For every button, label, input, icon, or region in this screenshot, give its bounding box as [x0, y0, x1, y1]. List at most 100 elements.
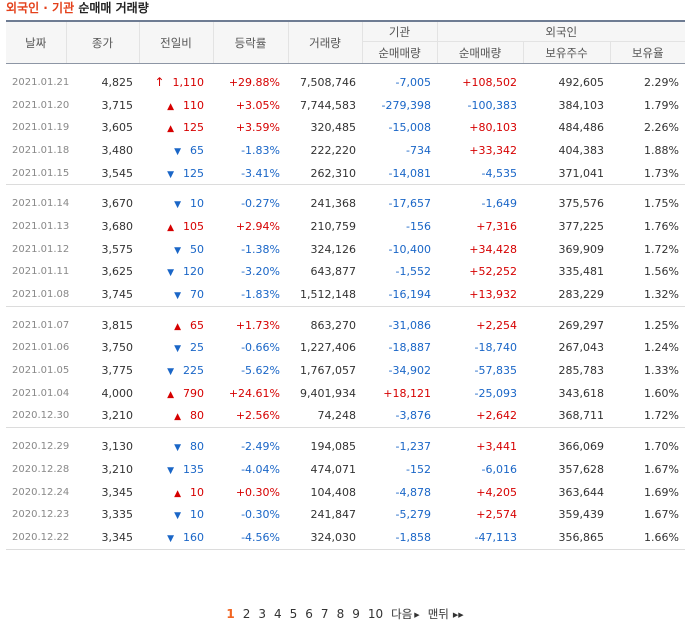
cell-foreign-net: +2,254 — [437, 314, 523, 337]
cell-foreign-net: -100,383 — [437, 94, 523, 117]
table-row: 2021.01.12 3,575 ▼ 50 -1.38% 324,126 -10,400 +3… — [6, 238, 685, 261]
cell-change: ▼ 25 — [139, 337, 213, 360]
cell-date-value: 2021.01.04 — [12, 387, 70, 399]
cell-foreign-hold: 377,225 — [523, 215, 610, 238]
cell-close: 3,335 — [66, 503, 139, 526]
cell-date: 2021.01.21 — [6, 71, 69, 94]
page-link-9[interactable]: 9 — [352, 607, 360, 621]
cell-foreign-ratio: 1.32% — [610, 283, 685, 307]
cell-date-value: 2021.01.18 — [12, 144, 70, 156]
cell-rate: +2.94% — [213, 215, 288, 238]
cell-change-value: 65 — [190, 318, 204, 332]
cell-foreign-net: +13,932 — [437, 283, 523, 307]
table-row: 2021.01.05 3,775 ▼ 225 -5.62% 1,767,057 -34,90… — [6, 359, 685, 382]
cell-foreign-ratio-value: 1.56% — [644, 265, 679, 279]
cell-foreign-ratio: 1.33% — [610, 359, 685, 382]
cell-volume: 222,220 — [288, 139, 362, 162]
cell-foreign-net: +34,428 — [437, 238, 523, 261]
cell-date-value: 2021.01.14 — [12, 198, 70, 210]
cell-change: ▼ 10 — [139, 503, 213, 526]
cell-foreign-net-value: +7,316 — [476, 219, 517, 233]
down-triangle-icon: ▼ — [174, 443, 181, 454]
cell-foreign-net-value: -25,093 — [474, 386, 517, 400]
cell-change: ▲ 65 — [139, 314, 213, 337]
cell-date: 2021.01.12 — [6, 238, 70, 261]
cell-inst-net-value: -156 — [406, 219, 431, 233]
last-page-link[interactable]: 맨뒤 ▶▶ — [428, 606, 464, 622]
cell-close-value: 3,605 — [101, 121, 134, 135]
page-link-4[interactable]: 4 — [274, 607, 282, 621]
cell-close-value: 3,335 — [101, 508, 134, 522]
cell-foreign-net: +7,316 — [437, 215, 523, 238]
cell-foreign-net-value: +33,342 — [469, 143, 517, 157]
cell-foreign-net-value: +34,428 — [469, 242, 517, 256]
next-page-link[interactable]: 다음 ▶ — [391, 606, 420, 622]
cell-inst-net: -1,237 — [362, 435, 437, 458]
cell-close-value: 3,210 — [101, 409, 134, 423]
cell-volume: 324,030 — [288, 526, 362, 550]
panel-title: 외국인 · 기관 순매매 거래량 — [6, 0, 149, 18]
cell-rate: -0.27% — [213, 192, 288, 215]
cell-rate: -4.04% — [213, 458, 288, 481]
col-header-change: 전일비 — [138, 21, 213, 64]
cell-foreign-net-value: -6,016 — [481, 462, 517, 476]
cell-rate: -3.41% — [213, 161, 288, 186]
cell-foreign-ratio-value: 1.72% — [644, 409, 679, 423]
cell-volume: 210,759 — [288, 215, 362, 238]
table-row: 2021.01.21 4,825 ↑ 1,110 +29.88% 7,508,746 -7,… — [6, 71, 685, 94]
down-triangle-icon: ▼ — [167, 533, 174, 544]
page-link-10[interactable]: 10 — [367, 607, 384, 621]
cell-date-value: 2021.01.12 — [12, 243, 70, 255]
cell-close-value: 3,680 — [101, 219, 134, 233]
cell-date: 2021.01.11 — [6, 261, 69, 284]
cell-change-value: 125 — [183, 166, 204, 180]
cell-rate-value: +24.61% — [228, 386, 280, 400]
cell-change: ▲ 125 — [139, 116, 213, 139]
cell-foreign-ratio-value: 1.66% — [644, 530, 679, 544]
cell-change-value: 225 — [183, 364, 204, 378]
page-link-1[interactable]: 1 — [226, 607, 235, 621]
cell-foreign-ratio: 1.72% — [610, 238, 685, 261]
cell-change-value: 105 — [183, 219, 204, 233]
page-link-2[interactable]: 2 — [242, 607, 251, 621]
cell-inst-net: -16,194 — [362, 283, 437, 307]
cell-foreign-net-value: +52,252 — [469, 265, 517, 279]
col-header-foreign-net: 순매매량 — [436, 41, 523, 64]
cell-foreign-ratio-value: 1.79% — [644, 98, 679, 112]
cell-volume-value: 474,071 — [310, 462, 357, 476]
down-triangle-icon: ▼ — [167, 367, 174, 378]
cell-change-value: 10 — [190, 197, 204, 211]
table-row: 2020.12.28 3,210 ▼ 135 -4.04% 474,071 -152 -6,0… — [6, 458, 685, 481]
cell-foreign-hold: 368,711 — [523, 404, 610, 429]
page-link-5[interactable]: 5 — [289, 607, 298, 621]
cell-rate-value: -1.83% — [241, 288, 280, 302]
cell-foreign-ratio-value: 1.32% — [644, 288, 679, 302]
page-link-7[interactable]: 7 — [320, 607, 329, 621]
cell-inst-net-value: -3,876 — [395, 409, 431, 423]
cell-inst-net: -31,086 — [362, 314, 437, 337]
cell-inst-net-value: -5,279 — [395, 508, 431, 522]
cell-change-value: 135 — [183, 462, 204, 476]
cell-rate: +0.30% — [213, 481, 288, 504]
page-link-3[interactable]: 3 — [258, 607, 266, 621]
cell-change: ▼ 70 — [139, 283, 213, 307]
cell-change-value: 50 — [190, 242, 204, 256]
page-link-8[interactable]: 8 — [336, 607, 345, 621]
cell-volume-value: 262,310 — [310, 166, 357, 180]
cell-rate-value: +2.56% — [235, 409, 280, 423]
cell-rate-value: -1.38% — [241, 242, 280, 256]
cell-foreign-hold: 363,644 — [523, 481, 610, 504]
page-link-6[interactable]: 6 — [305, 607, 313, 621]
cell-volume: 262,310 — [288, 161, 362, 186]
cell-inst-net: -15,008 — [362, 116, 437, 139]
cell-inst-net-value: +18,121 — [383, 386, 431, 400]
down-triangle-icon: ▼ — [174, 291, 181, 302]
cell-volume-value: 210,759 — [310, 219, 357, 233]
cell-inst-net-value: -10,400 — [388, 242, 431, 256]
cell-foreign-hold: 371,041 — [523, 161, 610, 186]
cell-foreign-hold: 335,481 — [523, 261, 610, 284]
cell-volume-value: 320,485 — [310, 121, 357, 135]
cell-volume-value: 74,248 — [317, 409, 357, 423]
cell-foreign-ratio-value: 1.67% — [644, 508, 679, 522]
cell-foreign-ratio-value: 2.26% — [644, 121, 679, 135]
